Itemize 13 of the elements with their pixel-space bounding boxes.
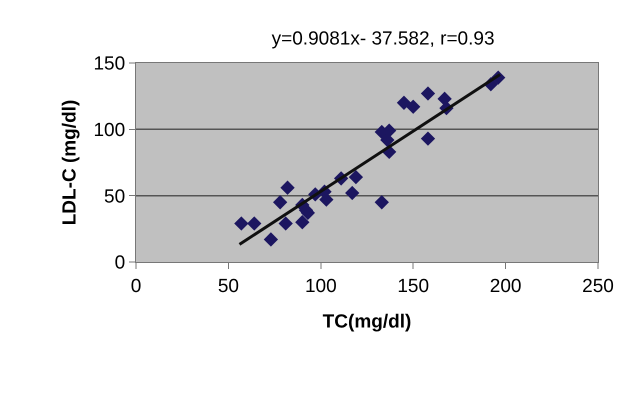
y-tick-label: 150 [93, 54, 126, 75]
x-tick-label: 200 [490, 276, 522, 297]
x-tick-label: 250 [582, 276, 614, 297]
chart-title: y=0.9081x- 37.582, r=0.93 [272, 28, 495, 50]
x-tick-label: 100 [304, 276, 337, 297]
x-tick-label: 0 [130, 276, 142, 297]
y-tick-label: 0 [114, 252, 126, 274]
x-tick-label: 150 [397, 276, 430, 297]
y-axis-title: LDL-C (mg/dl) [59, 100, 80, 226]
y-tick-label: 100 [93, 120, 126, 141]
y-tick-label: 50 [104, 186, 126, 208]
x-axis-title: TC(mg/dl) [322, 312, 412, 333]
x-tick-label: 50 [218, 276, 239, 297]
